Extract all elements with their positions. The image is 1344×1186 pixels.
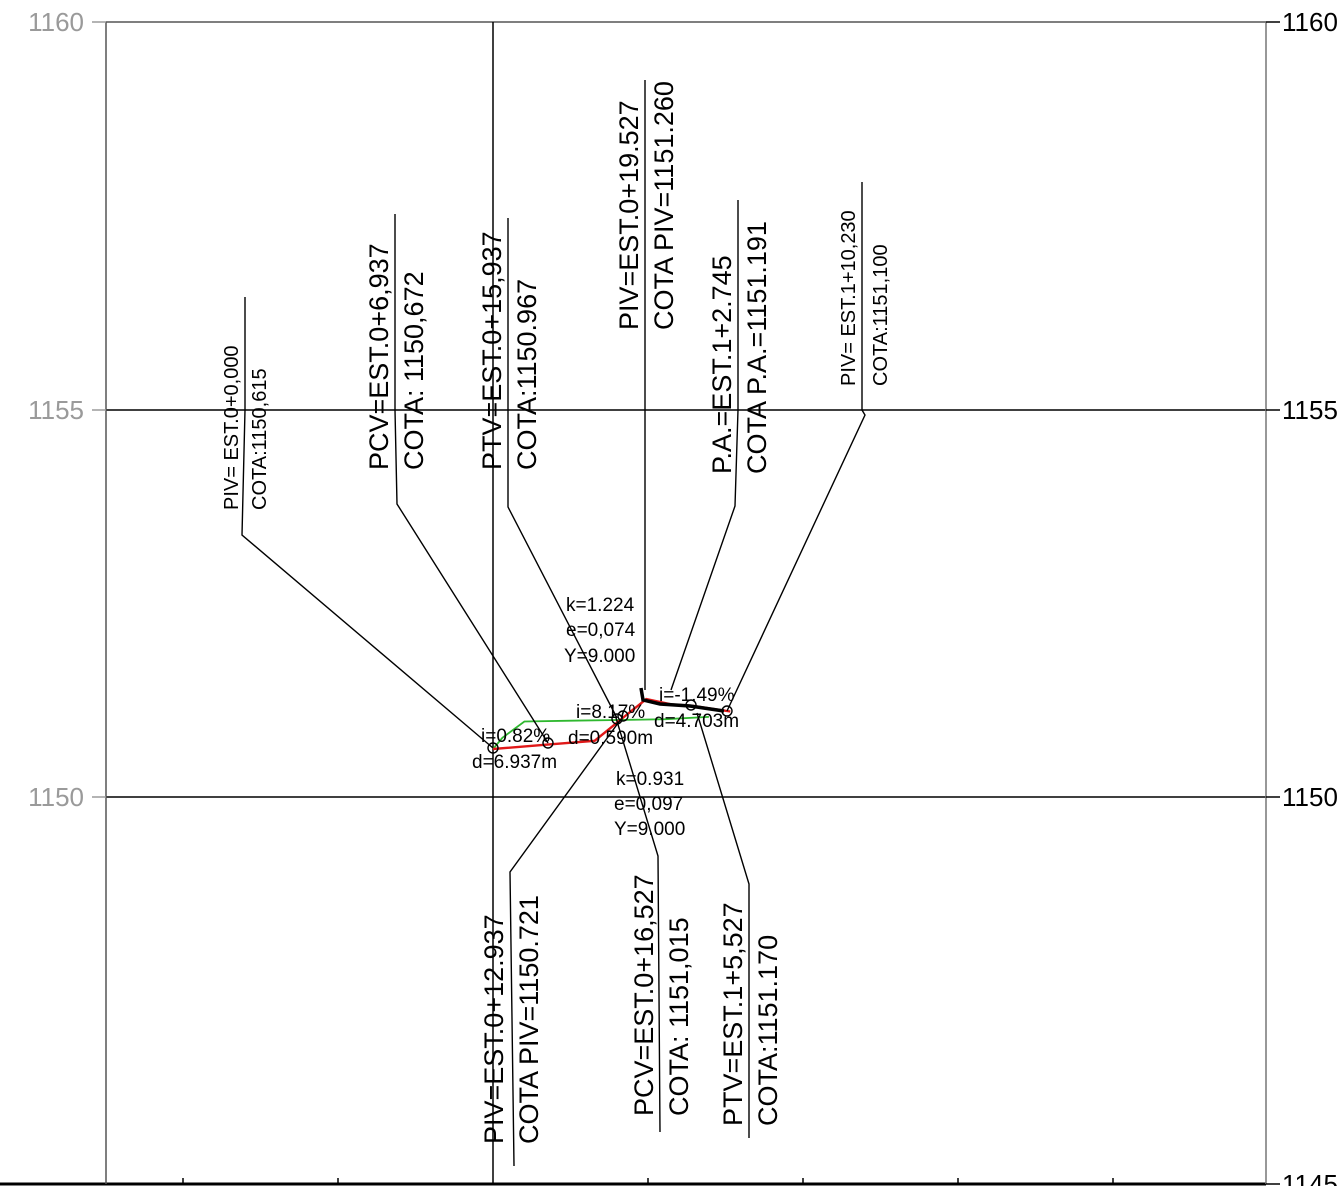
y-axis-labels: 1160 1155 1150 1160 1155 1150 1145 xyxy=(28,7,1338,1186)
grade-3-i: i=-1.49% xyxy=(659,685,735,706)
curve-notes: k=1.224 e=0,074 Y=9.000 k=0.931 e=0,097 … xyxy=(564,595,685,840)
callout-piv-0-elevation: COTA:1150,615 xyxy=(249,368,271,510)
marker-pcv-16527 xyxy=(617,710,629,722)
grade-1-d: d=6.937m xyxy=(472,752,557,773)
leader-piv-12937 xyxy=(509,718,622,1167)
callout-piv-19527-elevation: COTA PIV=1151.260 xyxy=(649,81,679,330)
marker-piv-110230 xyxy=(721,705,733,717)
curve-1-k: k=1.224 xyxy=(566,595,635,616)
callout-piv-12937-elevation: COTA PIV=1150.721 xyxy=(514,895,544,1144)
marker-piv-0 xyxy=(487,742,499,754)
y-label-right-1155: 1155 xyxy=(1282,395,1338,425)
y-label-right-1160: 1160 xyxy=(1282,7,1338,37)
callout-pcv-16527-station: PCV=EST.0+16,527 xyxy=(629,874,659,1116)
curve-tangent-bold xyxy=(639,687,725,713)
callout-ptv-15937-elevation: COTA:1150.967 xyxy=(512,279,542,470)
callout-pa-12745-elevation: COTA P.A.=1151.191 xyxy=(742,221,772,474)
marker-pa-12745 xyxy=(685,699,697,711)
y-label-left-1150: 1150 xyxy=(28,782,84,812)
curve-1-e: e=0,074 xyxy=(566,620,636,641)
leader-pcv-16527 xyxy=(615,717,661,1133)
callout-piv-110230-elevation: COTA:1151,100 xyxy=(870,244,892,386)
curve-2-k: k=0.931 xyxy=(616,769,684,790)
station-markers xyxy=(487,699,733,754)
callout-pa-12745: P.A.=EST.1+2.745 COTA P.A.=1151.191 xyxy=(707,221,772,474)
y-label-right-1150: 1150 xyxy=(1282,782,1338,812)
callout-ptv-15527-station: PTV=EST.1+5,527 xyxy=(718,902,748,1126)
callout-pcv-6937-elevation: COTA: 1150,672 xyxy=(399,271,429,470)
callout-ptv-15527: PTV=EST.1+5,527 COTA:1151.170 xyxy=(718,902,783,1126)
callout-pa-12745-station: P.A.=EST.1+2.745 xyxy=(707,255,737,474)
y-label-right-1145: 1145 xyxy=(1282,1169,1338,1186)
leader-lines xyxy=(241,80,866,1167)
callout-pcv-6937: PCV=EST.0+6,937 COTA: 1150,672 xyxy=(364,243,429,470)
leader-pcv-6937 xyxy=(394,214,549,744)
callout-ptv-15527-elevation: COTA:1151.170 xyxy=(753,935,783,1126)
callout-pcv-16527: PCV=EST.0+16,527 COTA: 1151,015 xyxy=(629,874,694,1116)
callout-pcv-6937-station: PCV=EST.0+6,937 xyxy=(364,243,394,470)
elevation-grid xyxy=(0,21,1280,1186)
callout-ptv-15937: PTV=EST.0+15,937 COTA:1150.967 xyxy=(477,231,542,470)
curve-2-y: Y=9.000 xyxy=(614,819,685,840)
vertical-callouts: PIV= EST.0+0,000 COTA:1150,615 PCV=EST.0… xyxy=(221,81,892,1144)
leader-piv-110230 xyxy=(726,182,866,712)
curve-2-e: e=0,097 xyxy=(614,794,683,815)
callout-piv-110230: PIV= EST.1+10,230 COTA:1151,100 xyxy=(838,210,892,386)
series-terrain xyxy=(492,716,709,750)
vertical-curve-tangent xyxy=(639,687,725,713)
callout-ptv-15937-station: PTV=EST.0+15,937 xyxy=(477,231,507,470)
y-label-left-1155: 1155 xyxy=(28,395,84,425)
leader-ptv-15527 xyxy=(696,712,750,1138)
callout-piv-12937: PIV=EST.0+12.937 COTA PIV=1150.721 xyxy=(479,895,544,1144)
leader-ptv-15937 xyxy=(507,218,618,719)
curve-1-y: Y=9.000 xyxy=(564,646,635,667)
callout-piv-19527-station: PIV=EST.0+19.527 xyxy=(614,100,644,330)
grade-2-i: i=8.17% xyxy=(576,702,645,723)
callout-piv-19527: PIV=EST.0+19.527 COTA PIV=1151.260 xyxy=(614,81,679,330)
y-label-left-1160: 1160 xyxy=(28,7,84,37)
grade-3-d: d=4.703m xyxy=(654,711,739,732)
marker-pcv-6937 xyxy=(542,737,554,749)
grade-1-i: i=0.82% xyxy=(481,726,550,747)
grade-notes: i=0.82% d=6.937m i=8.17% d=0.590m i=-1.4… xyxy=(472,685,739,773)
callout-piv-0-station: PIV= EST.0+0,000 xyxy=(221,345,243,510)
marker-ptv-15937 xyxy=(611,713,623,725)
grade-2-d: d=0.590m xyxy=(568,728,653,749)
callout-piv-12937-station: PIV=EST.0+12.937 xyxy=(479,914,509,1144)
callout-piv-110230-station: PIV= EST.1+10,230 xyxy=(838,210,860,386)
leader-pa-12745 xyxy=(670,200,739,691)
terrain-line xyxy=(492,716,709,750)
callout-pcv-16527-elevation: COTA: 1151,015 xyxy=(664,917,694,1116)
callout-piv-0: PIV= EST.0+0,000 COTA:1150,615 xyxy=(221,345,271,510)
leader-piv-0 xyxy=(241,297,494,749)
